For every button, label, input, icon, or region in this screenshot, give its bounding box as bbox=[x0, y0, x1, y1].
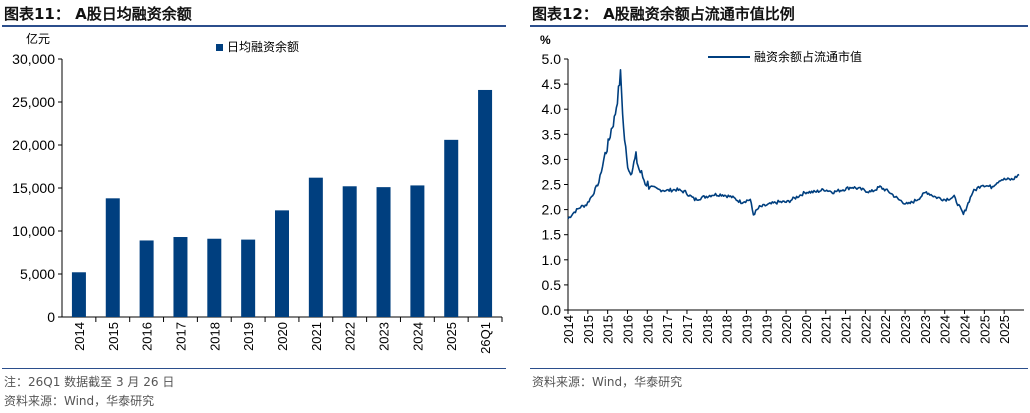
y-tick-label: 4.0 bbox=[542, 101, 562, 117]
x-tick-label: 2017 bbox=[173, 322, 188, 351]
x-tick-label: 2023 bbox=[898, 315, 913, 344]
title-divider bbox=[2, 25, 506, 27]
data-note: 注：26Q1 数据截至 3 月 26 日 bbox=[4, 375, 175, 389]
x-tick-label: 2022 bbox=[878, 315, 893, 344]
line-chart: 0.0 0.5 1.0 1.5 2.0 2.5 3.0 3.5 4.0 4.5 5.0 2014 201… bbox=[540, 33, 1024, 344]
bar bbox=[207, 238, 222, 317]
x-tick-label: 2014 bbox=[72, 322, 87, 351]
x-tick-label: 2023 bbox=[377, 322, 392, 351]
y-tick-label: 10,000 bbox=[12, 223, 55, 239]
source-note: 资料来源：Wind，华泰研究 bbox=[4, 394, 155, 408]
x-tick-label: 2020 bbox=[275, 322, 290, 351]
y-axis-unit-label: 亿元 bbox=[26, 31, 50, 46]
bar-plot-area: 0 5,000 10,000 15,000 20,000 25,000 30,000 2014… bbox=[12, 51, 503, 354]
y-tick-label: 0.5 bbox=[542, 277, 562, 293]
legend-label: 融资余额占流通市值 bbox=[754, 49, 862, 64]
y-tick-label: 20,000 bbox=[12, 137, 55, 153]
x-tick-label: 2018 bbox=[207, 322, 222, 351]
line-plot-area: 0.0 0.5 1.0 1.5 2.0 2.5 3.0 3.5 4.0 4.5 5.0 2014 201… bbox=[542, 51, 1024, 344]
x-tick-label: 2022 bbox=[343, 322, 358, 351]
figure-title: 图表12： A股融资余额占流通市值比例 bbox=[532, 5, 795, 23]
x-tick-label: 2016 bbox=[140, 322, 155, 351]
bar bbox=[478, 89, 493, 318]
x-tick-label: 2021 bbox=[839, 315, 854, 344]
x-tick-label: 2024 bbox=[958, 315, 973, 344]
x-tick-label: 2015 bbox=[601, 315, 616, 344]
x-tick-label: 2025 bbox=[444, 322, 459, 351]
footer-divider bbox=[530, 368, 1028, 369]
y-tick-label: 3.5 bbox=[542, 126, 562, 142]
y-tick-label: 25,000 bbox=[12, 94, 55, 110]
bar bbox=[275, 210, 289, 317]
bar bbox=[173, 237, 188, 317]
x-tick-label: 2015 bbox=[106, 322, 121, 351]
y-tick-label: 0 bbox=[47, 309, 55, 325]
left-chart-panel: 图表11： A股日均融资余额 0 5,000 10,000 15,000 20,000 2… bbox=[0, 0, 508, 413]
bar bbox=[241, 239, 256, 317]
title-divider bbox=[530, 25, 1028, 27]
y-tick-label: 5.0 bbox=[542, 51, 562, 67]
bar bbox=[410, 185, 425, 317]
legend: 融资余额占流通市值 bbox=[708, 49, 862, 64]
x-tick-label: 2021 bbox=[309, 322, 324, 351]
x-tick-label: 2020 bbox=[779, 315, 794, 344]
x-tick-label: 2017 bbox=[680, 315, 695, 344]
y-tick-label: 3.0 bbox=[542, 151, 562, 167]
x-tick-label: 2024 bbox=[938, 315, 953, 344]
x-tick-label: 2018 bbox=[720, 315, 735, 344]
x-tick-label: 2019 bbox=[241, 322, 256, 351]
y-tick-label: 0.0 bbox=[542, 302, 562, 318]
bar bbox=[71, 272, 86, 317]
footer-divider bbox=[2, 368, 506, 369]
legend-swatch bbox=[216, 44, 223, 51]
bar bbox=[376, 187, 391, 317]
y-tick-label: 1.5 bbox=[542, 227, 562, 243]
x-tick-label: 2024 bbox=[410, 322, 425, 351]
x-tick-label: 2017 bbox=[660, 315, 675, 344]
series-line bbox=[567, 69, 1020, 220]
x-tick-label: 2021 bbox=[819, 315, 834, 344]
bar-chart: 0 5,000 10,000 15,000 20,000 25,000 30,000 2014… bbox=[12, 31, 503, 354]
x-tick-label: 2022 bbox=[858, 315, 873, 344]
x-tick-label: 2025 bbox=[977, 315, 992, 344]
figure-title: 图表11： A股日均融资余额 bbox=[4, 5, 192, 23]
x-tick-label: 2019 bbox=[739, 315, 754, 344]
y-tick-label: 2.5 bbox=[542, 177, 562, 193]
x-tick-label: 2016 bbox=[640, 315, 655, 344]
bar bbox=[308, 177, 323, 317]
x-tick-label: 2020 bbox=[799, 315, 814, 344]
x-tick-label: 2023 bbox=[918, 315, 933, 344]
y-tick-label: 1.0 bbox=[542, 252, 562, 268]
x-tick-label: 2025 bbox=[997, 315, 1012, 344]
x-tick-label: 2014 bbox=[561, 315, 576, 344]
legend-label: 日均融资余额 bbox=[227, 39, 299, 54]
y-axis-unit-label: % bbox=[540, 33, 551, 47]
source-note: 资料来源：Wind，华泰研究 bbox=[532, 375, 683, 389]
x-tick-label: 2016 bbox=[620, 315, 635, 344]
x-tick-label: 2018 bbox=[700, 315, 715, 344]
x-tick-label: 2019 bbox=[759, 315, 774, 344]
bar bbox=[105, 198, 120, 317]
bar bbox=[139, 240, 154, 317]
x-tick-label: 26Q1 bbox=[478, 322, 493, 354]
y-tick-label: 30,000 bbox=[12, 51, 55, 67]
right-chart-panel: 图表12： A股融资余额占流通市值比例 0.0 0.5 1.0 1.5 2.0 2.5 3.… bbox=[528, 0, 1030, 413]
legend: 日均融资余额 bbox=[216, 39, 299, 54]
y-tick-label: 5,000 bbox=[20, 266, 55, 282]
y-tick-label: 15,000 bbox=[12, 180, 55, 196]
y-tick-label: 4.5 bbox=[542, 76, 562, 92]
bar bbox=[342, 186, 357, 317]
x-tick-label: 2015 bbox=[581, 315, 596, 344]
bar bbox=[444, 139, 459, 317]
y-tick-label: 2.0 bbox=[542, 202, 562, 218]
